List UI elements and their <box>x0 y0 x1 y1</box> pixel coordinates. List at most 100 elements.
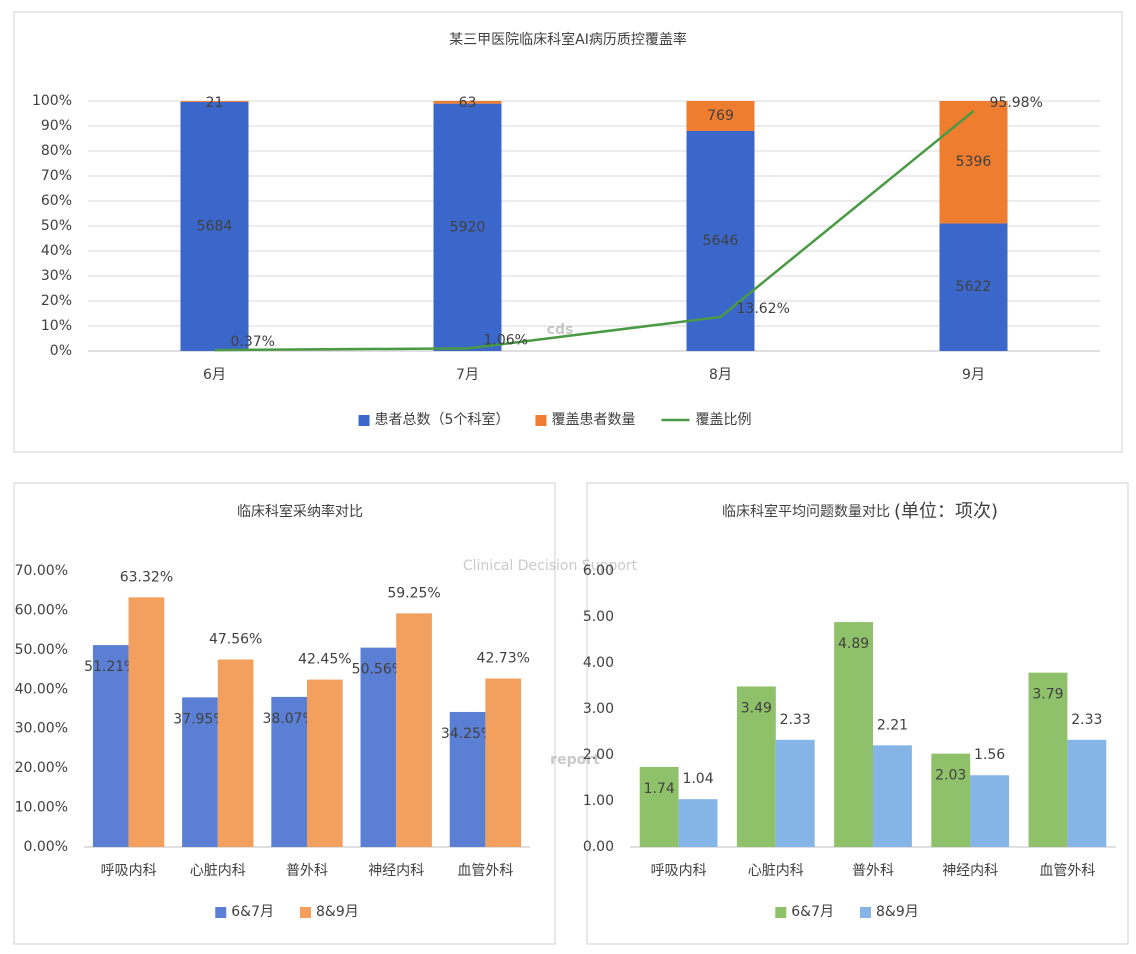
data-label: 1.74 <box>644 781 675 797</box>
x-tick-label: 神经内科 <box>942 863 998 879</box>
data-label: 0.37% <box>231 334 275 350</box>
data-label: 21 <box>206 95 224 111</box>
bar <box>449 711 486 847</box>
y-tick-label: 2.00 <box>583 747 614 763</box>
chart-subtitle: (单位：项次) <box>894 501 998 522</box>
data-label: 38.07% <box>262 711 315 727</box>
bar <box>360 647 397 847</box>
chart-title: 临床科室平均问题数量对比 (单位：项次) <box>722 501 998 522</box>
data-label: 3.79 <box>1032 687 1063 703</box>
bar-segment <box>180 101 249 351</box>
legend-swatch <box>215 907 227 918</box>
chart-title-text: 临床科室采纳率对比 <box>237 503 363 520</box>
y-tick-label: 60% <box>41 193 72 209</box>
data-label: 42.45% <box>298 652 351 668</box>
line-series <box>214 110 975 352</box>
data-label: 5684 <box>197 218 233 234</box>
bar-segment <box>686 130 755 351</box>
bar <box>217 659 254 847</box>
x-tick-label: 6月 <box>203 367 226 383</box>
y-tick-label: 80% <box>41 143 72 159</box>
bar-segment <box>686 101 755 131</box>
bar-segment <box>939 101 1008 224</box>
data-label: 4.89 <box>838 636 869 652</box>
data-label: 63.32% <box>120 569 173 585</box>
bar-segment <box>433 103 502 351</box>
data-label: 1.04 <box>682 771 713 787</box>
legend-label: 覆盖患者数量 <box>551 412 635 428</box>
x-tick-label: 神经内科 <box>368 863 424 879</box>
data-label: 42.73% <box>477 651 530 667</box>
legend-label: 8&9月 <box>876 904 919 920</box>
data-label: 2.33 <box>1071 712 1102 728</box>
y-tick-label: 30.00% <box>15 721 68 737</box>
y-tick-label: 6.00 <box>583 563 614 579</box>
data-label: 5920 <box>450 219 486 235</box>
legend-label: 覆盖比例 <box>695 412 751 428</box>
x-tick-label: 7月 <box>456 367 479 383</box>
bar <box>931 753 971 847</box>
bar <box>970 775 1010 847</box>
y-tick-label: 50% <box>41 218 72 234</box>
y-tick-label: 10% <box>41 318 72 334</box>
y-tick-label: 100% <box>32 93 72 109</box>
y-tick-label: 0.00% <box>24 839 68 855</box>
bar-segment <box>180 101 249 102</box>
bar <box>736 686 776 847</box>
x-tick-label: 普外科 <box>852 863 894 879</box>
x-tick-label: 心脏内科 <box>748 863 804 879</box>
data-label: 3.49 <box>741 700 772 716</box>
y-tick-label: 3.00 <box>583 701 614 717</box>
data-label: 5622 <box>956 279 992 295</box>
bar <box>485 678 522 847</box>
bar <box>639 766 679 847</box>
legend-label: 6&7月 <box>231 904 274 920</box>
data-label: 769 <box>707 108 734 124</box>
legend-label: 6&7月 <box>791 904 834 920</box>
bar <box>873 745 912 847</box>
bar <box>834 622 873 847</box>
y-tick-label: 90% <box>41 118 72 134</box>
y-tick-label: 1.00 <box>583 793 614 809</box>
x-tick-label: 普外科 <box>286 863 328 879</box>
x-tick-label: 8月 <box>709 367 732 383</box>
bar <box>182 697 218 847</box>
chart-title: 某三甲医院临床科室AI病历质控覆盖率 <box>449 31 687 48</box>
x-tick-label: 血管外科 <box>457 863 513 879</box>
data-label: 95.98% <box>990 95 1043 111</box>
legend-swatch <box>535 415 547 426</box>
y-tick-label: 10.00% <box>15 800 68 816</box>
data-label: 63 <box>459 95 477 111</box>
x-tick-label: 血管外科 <box>1039 863 1095 879</box>
legend-label: 患者总数（5个科室） <box>375 411 510 428</box>
bar <box>775 739 815 847</box>
legend-swatch <box>775 907 787 918</box>
y-tick-label: 70.00% <box>15 563 68 579</box>
data-label: 2.03 <box>935 768 966 784</box>
data-label: 34.25% <box>441 726 494 742</box>
y-tick-label: 4.00 <box>583 655 614 671</box>
chart-title: 临床科室采纳率对比 <box>237 503 363 520</box>
bar <box>128 597 165 847</box>
legend-swatch <box>358 415 370 426</box>
y-tick-label: 5.00 <box>583 609 614 625</box>
data-label: 1.06% <box>484 332 528 348</box>
y-tick-label: 0.00 <box>583 839 614 855</box>
x-tick-label: 呼吸内科 <box>651 863 707 879</box>
x-tick-label: 心脏内科 <box>190 863 246 879</box>
bar-segment <box>939 223 1008 351</box>
chart-title-text: 临床科室平均问题数量对比 <box>722 503 890 520</box>
y-tick-label: 30% <box>41 268 72 284</box>
bar <box>307 679 343 847</box>
y-tick-label: 40.00% <box>15 681 68 697</box>
bar <box>1067 739 1107 847</box>
bar <box>92 645 129 847</box>
data-label: 13.62% <box>737 301 790 317</box>
bar-segment <box>433 101 502 104</box>
data-label: 51.21% <box>84 659 137 675</box>
y-tick-label: 40% <box>41 243 72 259</box>
legend-label: 8&9月 <box>316 904 359 920</box>
legend-swatch <box>860 907 871 918</box>
